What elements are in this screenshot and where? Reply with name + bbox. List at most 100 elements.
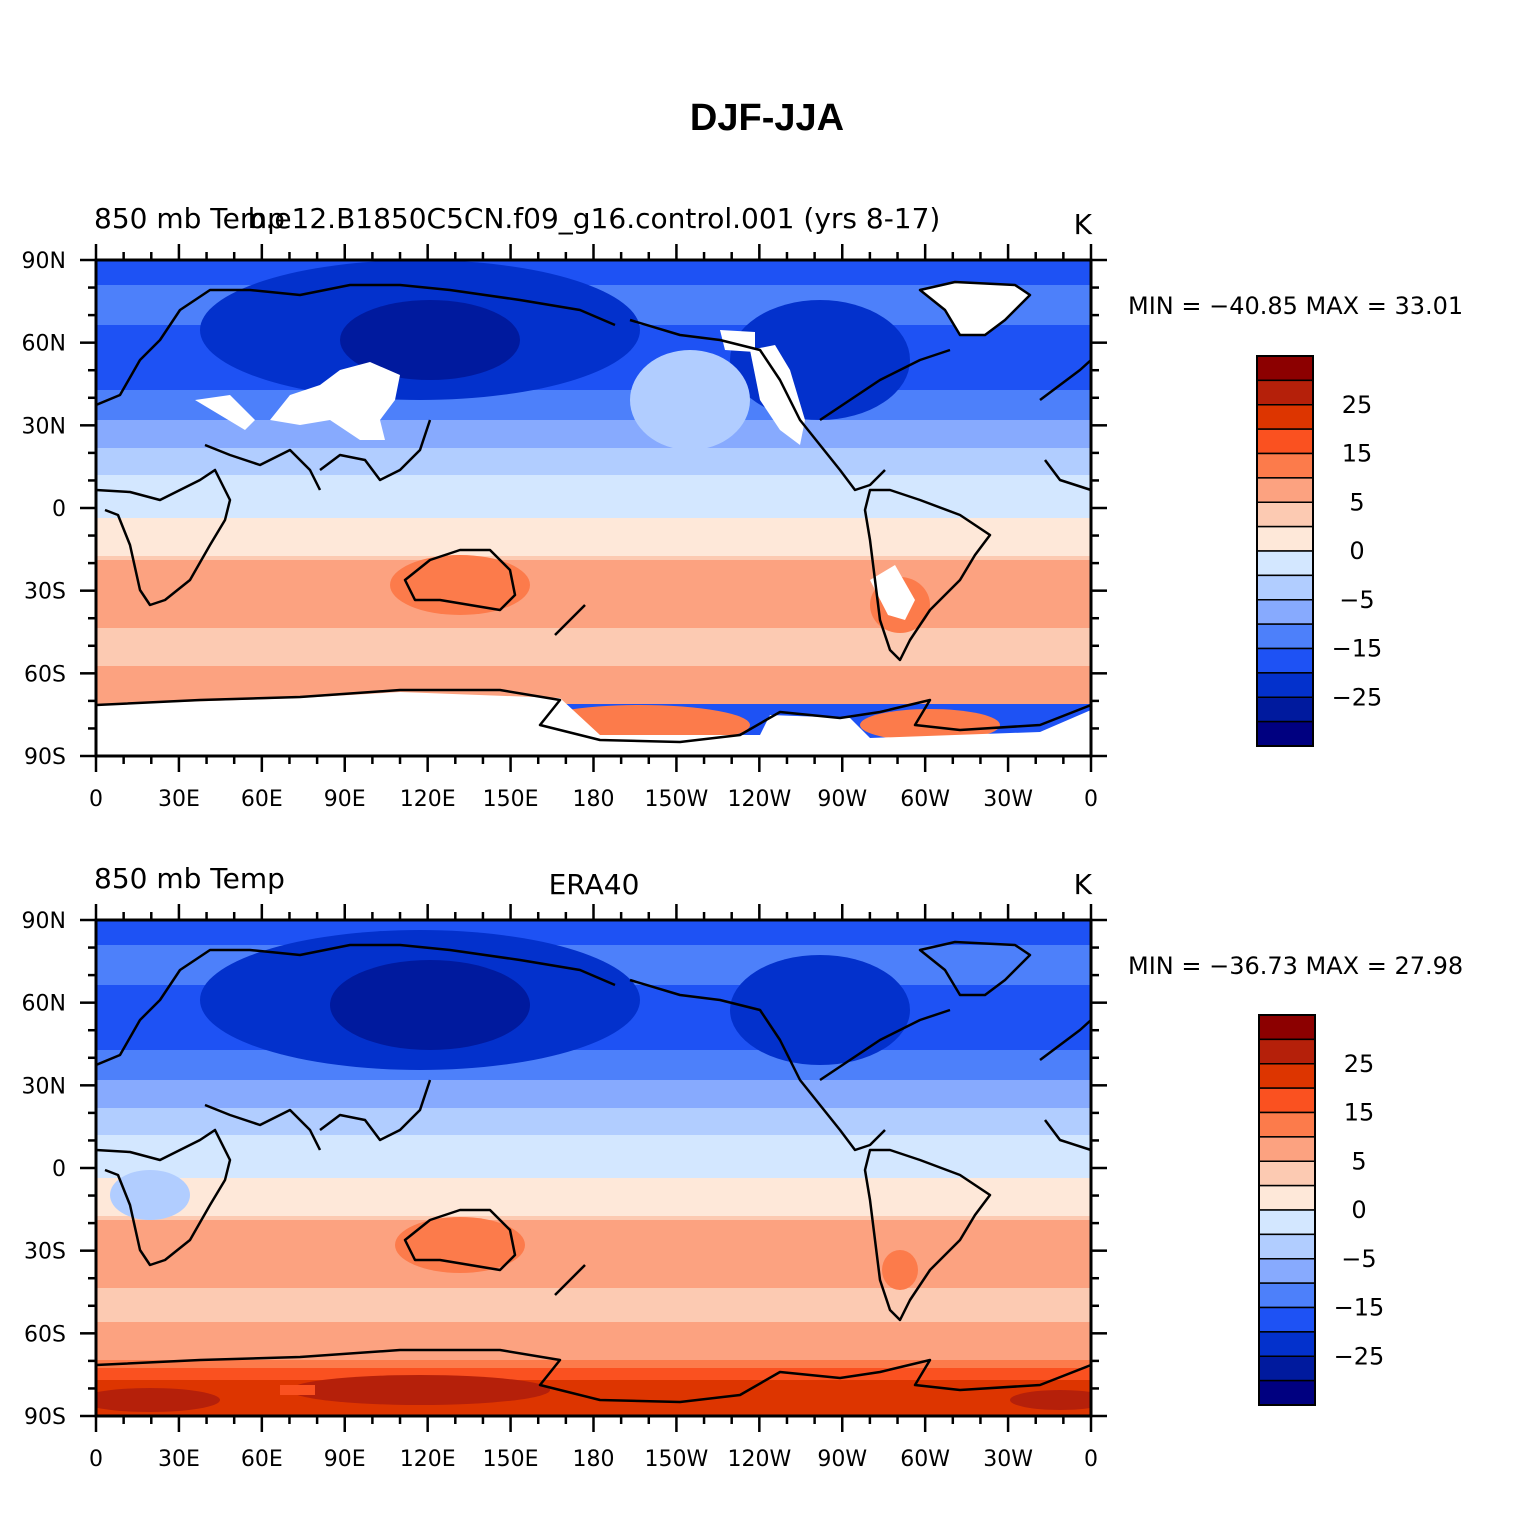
lon-tick-label: 30W xyxy=(983,787,1033,812)
colorbar-label: 5 xyxy=(1351,1147,1366,1175)
lon-tick-label: 60E xyxy=(241,1447,283,1472)
colorbar-swatch xyxy=(1256,501,1314,528)
colorbar-swatch xyxy=(1258,1331,1316,1357)
colorbar-label: 25 xyxy=(1342,391,1373,419)
colorbar-label: −15 xyxy=(1334,1294,1385,1322)
panel-case-label: ERA40 xyxy=(549,868,640,901)
colorbar-swatch xyxy=(1256,574,1314,601)
panel-case-label: b.e12.B1850C5CN.f09_g16.control.001 (yrs… xyxy=(248,202,941,235)
lon-tick-label: 60E xyxy=(241,787,283,812)
colorbar-swatch xyxy=(1256,599,1314,625)
lat-tick-label: 90N xyxy=(22,249,66,274)
lat-tick-label: 30N xyxy=(22,1074,66,1099)
lon-tick-label: 0 xyxy=(89,1447,103,1472)
colorbar-swatch xyxy=(1256,720,1314,747)
colorbar-frame xyxy=(1258,1014,1316,1406)
colorbar-swatch xyxy=(1256,525,1314,552)
colorbar: 25 15 5 0 −5 −15 −25 xyxy=(1258,1014,1385,1406)
colorbar-label: −5 xyxy=(1339,586,1374,614)
colorbar-swatch xyxy=(1258,1306,1316,1333)
lon-tick-label: 150W xyxy=(645,1447,709,1472)
lat-tick-label: 60S xyxy=(24,1322,66,1347)
lon-tick-label: 120E xyxy=(400,1447,456,1472)
colorbar-label: −25 xyxy=(1332,683,1383,711)
colorbar-label: 15 xyxy=(1344,1099,1375,1127)
lat-tick-label: 30S xyxy=(24,1240,66,1265)
colorbar-label: 0 xyxy=(1349,537,1364,565)
panel-variable-label: 850 mb Temp xyxy=(94,202,285,235)
colorbar-label: −5 xyxy=(1341,1245,1376,1273)
lon-tick-label: 180 xyxy=(573,1447,615,1472)
colorbar-swatch xyxy=(1256,647,1314,674)
colorbar-label: 5 xyxy=(1349,488,1364,516)
lon-tick-label: 120E xyxy=(400,787,456,812)
colorbar-swatch xyxy=(1256,404,1314,430)
colorbar-frame xyxy=(1256,355,1314,747)
lon-tick-label: 150E xyxy=(483,1447,539,1472)
colorbar-label: 25 xyxy=(1344,1050,1375,1078)
lon-tick-label: 30W xyxy=(983,1447,1033,1472)
lon-tick-label: 180 xyxy=(573,787,615,812)
lon-tick-label: 60W xyxy=(900,1447,950,1472)
lon-tick-label: 90W xyxy=(817,1447,867,1472)
figure-title: DJF-JJA xyxy=(690,97,844,139)
panel-variable-label: 850 mb Temp xyxy=(94,862,285,895)
colorbar-swatch xyxy=(1258,1209,1316,1236)
colorbar-swatch xyxy=(1258,1087,1316,1114)
panel-units-label: K xyxy=(1074,868,1093,901)
min-max-label: MIN = −36.73 MAX = 27.98 xyxy=(1128,952,1463,980)
colorbar-swatch xyxy=(1258,1160,1316,1187)
lon-tick-label: 30E xyxy=(158,787,200,812)
lon-tick-label: 150W xyxy=(645,787,709,812)
lat-tick-label: 30S xyxy=(24,580,66,605)
colorbar-swatch xyxy=(1258,1184,1316,1211)
colorbar-swatch xyxy=(1256,379,1314,406)
lon-tick-label: 120W xyxy=(727,1447,791,1472)
map-axes: 90N 60N 30N 0 30S 60S 90S 0 30E 60E 90E 120E 150E 180… xyxy=(22,244,1107,812)
lon-tick-label: 0 xyxy=(1084,1447,1098,1472)
lat-tick-label: 60S xyxy=(24,662,66,687)
colorbar-swatch xyxy=(1258,1258,1316,1284)
colorbar-swatch xyxy=(1256,428,1314,455)
min-max-label: MIN = −40.85 MAX = 33.01 xyxy=(1128,292,1463,320)
lon-tick-label: 90E xyxy=(324,787,366,812)
colorbar-swatch xyxy=(1256,696,1314,723)
panel-obs: 850 mb Temp ERA40 K xyxy=(22,862,1464,1472)
colorbar-swatch xyxy=(1258,1111,1316,1138)
colorbar-swatch xyxy=(1258,1063,1316,1089)
map-axes: 90N 60N 30N 0 30S 60S 90S 0 30E 60E 90E 120E 150E 180… xyxy=(22,904,1107,1472)
colorbar-swatch xyxy=(1258,1355,1316,1382)
panel-units-label: K xyxy=(1074,208,1093,241)
colorbar-swatch xyxy=(1256,452,1314,479)
lon-tick-label: 90E xyxy=(324,1447,366,1472)
lat-tick-label: 60N xyxy=(22,992,66,1017)
lon-tick-label: 120W xyxy=(727,787,791,812)
lon-tick-label: 60W xyxy=(900,787,950,812)
lon-tick-label: 150E xyxy=(483,787,539,812)
lat-tick-label: 90N xyxy=(22,909,66,934)
colorbar-swatch xyxy=(1256,355,1314,382)
colorbar-swatch xyxy=(1258,1379,1316,1406)
lon-tick-label: 0 xyxy=(89,787,103,812)
lat-tick-label: 0 xyxy=(52,1157,66,1182)
lon-tick-label: 30E xyxy=(158,1447,200,1472)
lat-tick-label: 60N xyxy=(22,332,66,357)
colorbar-swatch xyxy=(1256,477,1314,503)
colorbar-swatch xyxy=(1258,1136,1316,1162)
colorbar-swatch xyxy=(1256,550,1314,577)
colorbar-swatch xyxy=(1258,1233,1316,1260)
colorbar-label: −15 xyxy=(1332,635,1383,663)
colorbar: 25 15 5 0 −5 −15 −25 xyxy=(1256,355,1383,747)
map-field-model xyxy=(96,260,1091,756)
colorbar-swatch xyxy=(1256,623,1314,650)
lat-tick-label: 90S xyxy=(24,745,66,770)
colorbar-swatch xyxy=(1258,1282,1316,1309)
colorbar-swatch xyxy=(1258,1014,1316,1041)
lon-tick-label: 90W xyxy=(817,787,867,812)
colorbar-label: 15 xyxy=(1342,440,1373,468)
colorbar-label: 0 xyxy=(1351,1196,1366,1224)
map-field-obs xyxy=(96,920,1091,1416)
lon-tick-label: 0 xyxy=(1084,787,1098,812)
lat-tick-label: 0 xyxy=(52,497,66,522)
